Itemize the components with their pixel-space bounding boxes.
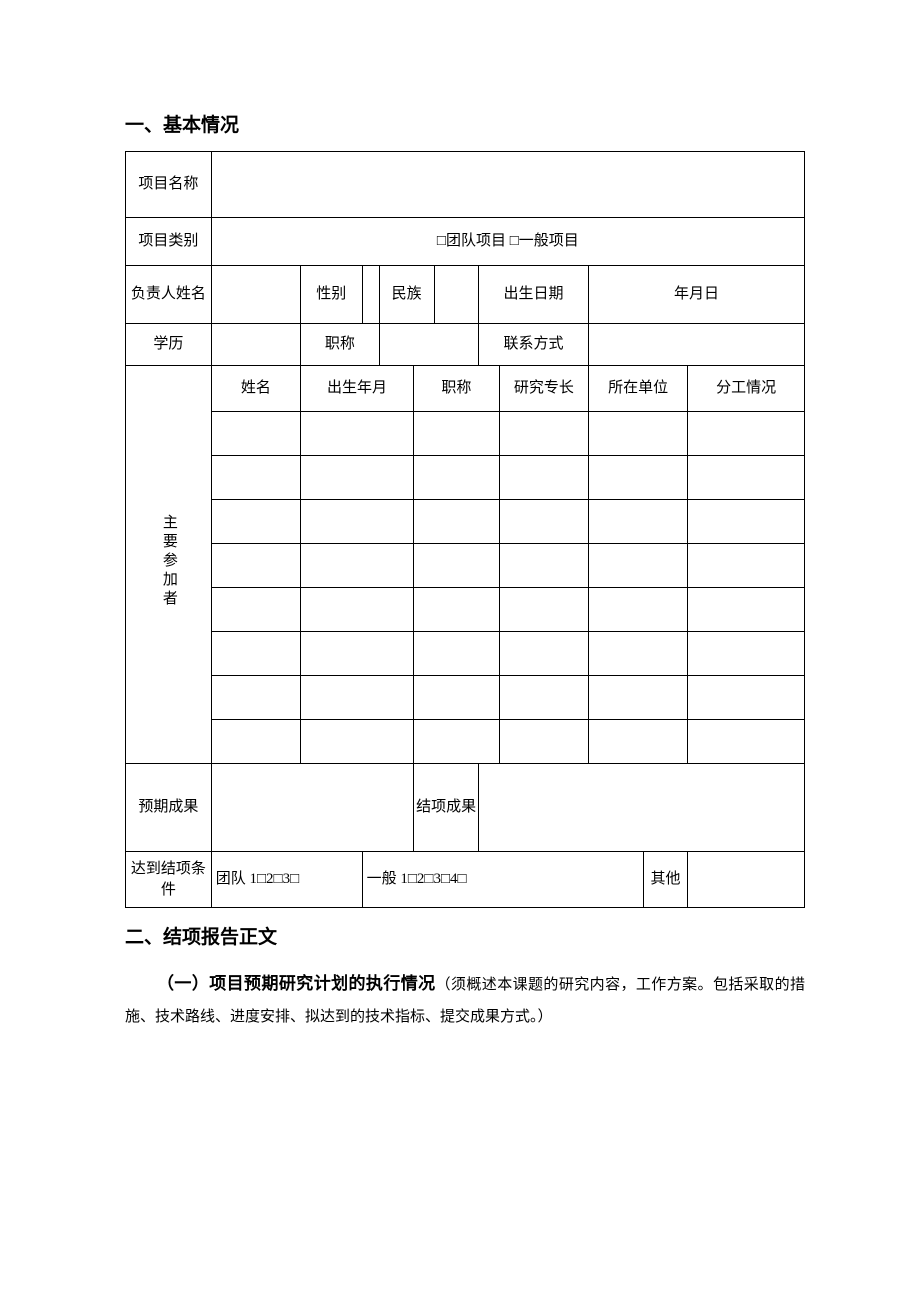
table-row[interactable] xyxy=(588,720,687,764)
col-name: 姓名 xyxy=(211,366,300,412)
label-project-type: 项目类别 xyxy=(126,218,212,266)
label-closing-outcome: 结项成果 xyxy=(414,764,479,852)
table-row[interactable] xyxy=(211,632,300,676)
field-ethnicity[interactable] xyxy=(434,266,479,324)
table-row[interactable] xyxy=(499,500,588,544)
col-title: 职称 xyxy=(414,366,500,412)
table-row[interactable] xyxy=(688,412,805,456)
section1-title: 一、基本情况 xyxy=(125,110,805,137)
table-row[interactable] xyxy=(499,676,588,720)
table-row[interactable] xyxy=(211,676,300,720)
table-row[interactable] xyxy=(588,632,687,676)
field-gender[interactable] xyxy=(362,266,379,324)
field-general-condition[interactable]: 一般 1□2□3□4□ xyxy=(362,852,643,908)
table-row[interactable] xyxy=(300,588,413,632)
table-row[interactable] xyxy=(300,720,413,764)
table-row[interactable] xyxy=(414,544,500,588)
table-row[interactable] xyxy=(499,412,588,456)
table-row[interactable] xyxy=(300,632,413,676)
table-row[interactable] xyxy=(588,588,687,632)
table-row[interactable] xyxy=(588,676,687,720)
label-contact: 联系方式 xyxy=(479,324,589,366)
table-row[interactable] xyxy=(499,588,588,632)
table-row[interactable] xyxy=(414,632,500,676)
table-row[interactable] xyxy=(688,500,805,544)
table-row[interactable] xyxy=(300,544,413,588)
table-row[interactable] xyxy=(300,456,413,500)
para-1: （一）项目预期研究计划的执行情况（须概述本课题的研究内容，工作方案。包括采取的措… xyxy=(125,967,805,1033)
field-leader-name[interactable] xyxy=(211,266,300,324)
table-row[interactable] xyxy=(688,676,805,720)
table-row[interactable] xyxy=(588,500,687,544)
field-closing-outcome[interactable] xyxy=(479,764,805,852)
label-education: 学历 xyxy=(126,324,212,366)
table-row[interactable] xyxy=(688,456,805,500)
field-project-name[interactable] xyxy=(211,152,804,218)
label-birth-date: 出生日期 xyxy=(479,266,589,324)
table-row[interactable] xyxy=(300,412,413,456)
page: 一、基本情况 项目名称 项目类别 □团队项目 xyxy=(0,0,920,1301)
table-row[interactable] xyxy=(414,500,500,544)
table-row[interactable] xyxy=(414,588,500,632)
col-division: 分工情况 xyxy=(688,366,805,412)
table-row[interactable] xyxy=(688,588,805,632)
table-row[interactable] xyxy=(211,500,300,544)
label-gender: 性别 xyxy=(300,266,362,324)
label-closing-condition: 达到结项条件 xyxy=(126,852,212,908)
field-team-condition[interactable]: 团队 1□2□3□ xyxy=(211,852,362,908)
table-row[interactable] xyxy=(300,500,413,544)
table-row[interactable] xyxy=(414,412,500,456)
label-job-title: 职称 xyxy=(300,324,379,366)
label-expected-outcome: 预期成果 xyxy=(126,764,212,852)
para-1-bold: （一）项目预期研究计划的执行情况 xyxy=(157,974,436,993)
table-row[interactable] xyxy=(499,720,588,764)
table-row[interactable] xyxy=(588,456,687,500)
section2-title: 二、结项报告正文 xyxy=(125,922,805,949)
field-expected-outcome[interactable] xyxy=(211,764,413,852)
col-affiliation: 所在单位 xyxy=(588,366,687,412)
label-participants: 主要参加者 xyxy=(126,366,212,764)
field-other[interactable] xyxy=(688,852,805,908)
table-row[interactable] xyxy=(688,720,805,764)
col-birth-ym: 出生年月 xyxy=(300,366,413,412)
table-row[interactable] xyxy=(499,632,588,676)
table-row[interactable] xyxy=(414,720,500,764)
label-ethnicity: 民族 xyxy=(379,266,434,324)
basic-info-table: 项目名称 项目类别 □团队项目 □一般项目 负责人姓名 性别 民族 出生日期 年… xyxy=(125,151,805,908)
table-row[interactable] xyxy=(688,544,805,588)
table-row[interactable] xyxy=(414,456,500,500)
field-education[interactable] xyxy=(211,324,300,366)
table-row[interactable] xyxy=(211,544,300,588)
field-project-type[interactable]: □团队项目 □一般项目 xyxy=(211,218,804,266)
label-other: 其他 xyxy=(643,852,688,908)
label-project-name: 项目名称 xyxy=(126,152,212,218)
table-row[interactable] xyxy=(499,544,588,588)
table-row[interactable] xyxy=(211,456,300,500)
field-contact[interactable] xyxy=(588,324,804,366)
table-row[interactable] xyxy=(588,544,687,588)
table-row[interactable] xyxy=(300,676,413,720)
table-row[interactable] xyxy=(211,412,300,456)
field-birth-date[interactable]: 年月日 xyxy=(588,266,804,324)
col-specialty: 研究专长 xyxy=(499,366,588,412)
table-row[interactable] xyxy=(688,632,805,676)
field-job-title[interactable] xyxy=(379,324,478,366)
table-row[interactable] xyxy=(414,676,500,720)
table-row[interactable] xyxy=(211,588,300,632)
label-leader-name: 负责人姓名 xyxy=(126,266,212,324)
table-row[interactable] xyxy=(499,456,588,500)
table-row[interactable] xyxy=(588,412,687,456)
table-row[interactable] xyxy=(211,720,300,764)
